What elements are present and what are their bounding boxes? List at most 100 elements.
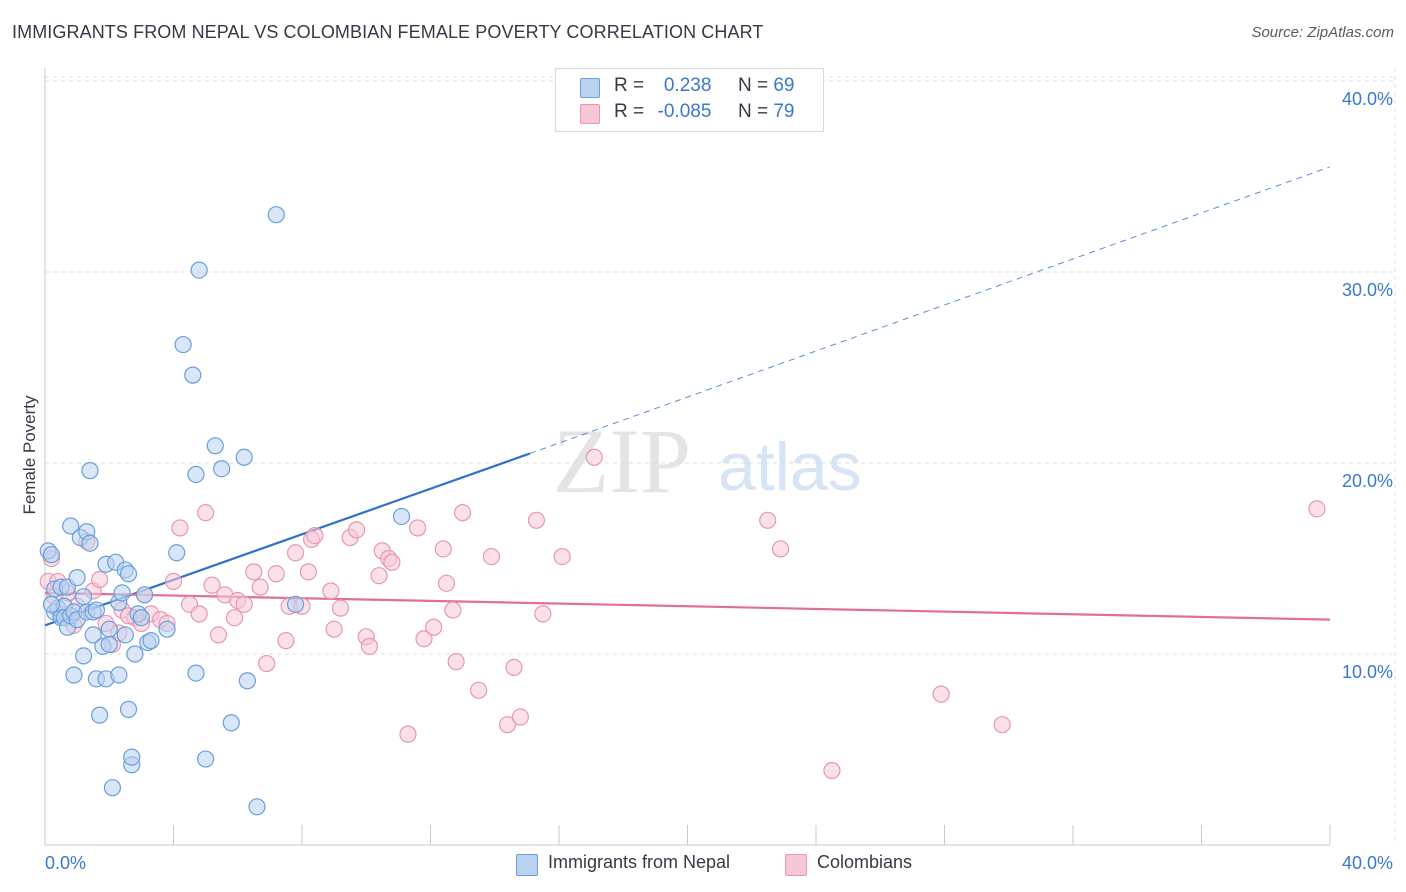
colombians-point bbox=[164, 572, 183, 591]
colombians-point bbox=[993, 716, 1011, 734]
legend-r-label: R = bbox=[614, 101, 645, 122]
nepal-point bbox=[113, 584, 131, 602]
nepal-point bbox=[91, 706, 109, 724]
nepal-point bbox=[62, 517, 80, 535]
nepal-point bbox=[158, 620, 176, 638]
watermark-zip: ZIP bbox=[553, 410, 691, 512]
legend-n-label: N = bbox=[737, 75, 769, 96]
colombians-point bbox=[267, 565, 285, 583]
nepal-point bbox=[132, 609, 150, 627]
colombians-point bbox=[190, 605, 208, 623]
chart-title: IMMIGRANTS FROM NEPAL VS COLOMBIAN FEMAL… bbox=[12, 22, 764, 42]
colombians-point bbox=[347, 521, 366, 539]
legend-n-value-nepal: 69 bbox=[773, 75, 795, 96]
colombians-point bbox=[415, 630, 433, 648]
colombians-point bbox=[258, 654, 276, 673]
colombians-point bbox=[759, 511, 777, 529]
correlation-legend: R = 0.238 N = 69 R = -0.085 N = 79 bbox=[555, 68, 824, 132]
nepal-point bbox=[81, 534, 99, 552]
bottom-legend-swatch-colombians bbox=[785, 854, 807, 876]
colombians-point bbox=[370, 567, 388, 585]
colombians-point bbox=[932, 685, 950, 703]
colombians-point bbox=[534, 605, 552, 623]
legend-n-label: N = bbox=[737, 101, 769, 122]
legend-r-label: R = bbox=[614, 75, 645, 96]
nepal-point bbox=[84, 626, 102, 644]
legend-r-value-colombians: -0.085 bbox=[657, 101, 712, 122]
legend-swatch-nepal bbox=[580, 78, 600, 98]
colombians-point bbox=[470, 681, 488, 699]
nepal-point bbox=[238, 672, 256, 690]
y-tick-label: 20.0% bbox=[1342, 471, 1393, 491]
nepal-point bbox=[68, 568, 86, 587]
colombians-point bbox=[585, 448, 603, 466]
nepal-point bbox=[110, 666, 128, 684]
colombians-point bbox=[1308, 500, 1326, 518]
colombians-point bbox=[171, 519, 189, 537]
colombians-point bbox=[527, 511, 546, 529]
nepal-point bbox=[235, 448, 253, 466]
nepal-point bbox=[119, 565, 138, 583]
nepal-point bbox=[74, 647, 93, 665]
colombians-point bbox=[823, 761, 841, 780]
nepal-point bbox=[65, 666, 83, 684]
nepal-point bbox=[197, 750, 215, 768]
colombians-point bbox=[447, 653, 465, 671]
colombians-point bbox=[245, 563, 263, 581]
colombians-point bbox=[425, 618, 443, 636]
source-label: Source: ZipAtlas.com bbox=[1251, 24, 1394, 41]
y-tick-label: 40.0% bbox=[1342, 89, 1393, 109]
nepal-point bbox=[119, 700, 138, 718]
nepal-point bbox=[168, 544, 186, 562]
nepal-point bbox=[100, 620, 118, 638]
legend-n-value-colombians: 79 bbox=[773, 101, 795, 122]
colombians-point bbox=[360, 637, 379, 655]
colombians-point bbox=[505, 658, 523, 676]
nepal-point bbox=[213, 460, 231, 478]
nepal-point bbox=[126, 645, 144, 663]
nepal-point bbox=[135, 586, 154, 604]
colombians-point bbox=[482, 547, 501, 566]
colombians-point bbox=[197, 504, 215, 522]
x-tick-label: 40.0% bbox=[1342, 853, 1393, 873]
nepal-point bbox=[116, 626, 134, 644]
x-tick-label: 0.0% bbox=[45, 853, 86, 873]
nepal-point bbox=[187, 465, 205, 484]
nepal-point bbox=[142, 632, 160, 650]
colombians-point bbox=[553, 547, 571, 566]
y-tick-label: 30.0% bbox=[1342, 280, 1393, 300]
y-tick-label: 10.0% bbox=[1342, 662, 1393, 682]
bottom-legend-swatch-nepal bbox=[516, 854, 538, 876]
nepal-point bbox=[286, 595, 305, 613]
nepal-point bbox=[392, 507, 411, 526]
nepal-point bbox=[87, 601, 105, 619]
bottom-legend-label-nepal: Immigrants from Nepal bbox=[548, 852, 731, 872]
colombians-point bbox=[235, 595, 253, 613]
nepal-point bbox=[184, 366, 202, 384]
colombians-point bbox=[434, 540, 452, 558]
watermark-atlas: atlas bbox=[718, 429, 862, 505]
nepal-point bbox=[81, 462, 99, 480]
nepal-point bbox=[174, 335, 192, 354]
colombians-point bbox=[322, 582, 340, 600]
colombians-point bbox=[209, 626, 228, 644]
colombians-point bbox=[277, 632, 295, 650]
nepal-point bbox=[187, 664, 205, 682]
colombians-point bbox=[91, 570, 109, 589]
legend-swatch-colombians bbox=[580, 104, 600, 124]
colombians-point bbox=[225, 609, 244, 627]
nepal-point bbox=[222, 714, 240, 732]
colombians-point bbox=[203, 576, 221, 594]
colombians-point bbox=[771, 540, 790, 558]
nepal-point bbox=[206, 437, 224, 455]
nepal-trend-extension bbox=[529, 166, 1330, 454]
colombians-point bbox=[325, 620, 343, 638]
nepal-point bbox=[42, 595, 61, 613]
nepal-point bbox=[103, 779, 122, 797]
colombians-point bbox=[251, 578, 269, 596]
colombians-point bbox=[383, 553, 401, 571]
nepal-point bbox=[74, 588, 93, 606]
colombians-point bbox=[331, 599, 350, 617]
nepal-point bbox=[42, 546, 61, 564]
colombians-point bbox=[498, 716, 517, 734]
